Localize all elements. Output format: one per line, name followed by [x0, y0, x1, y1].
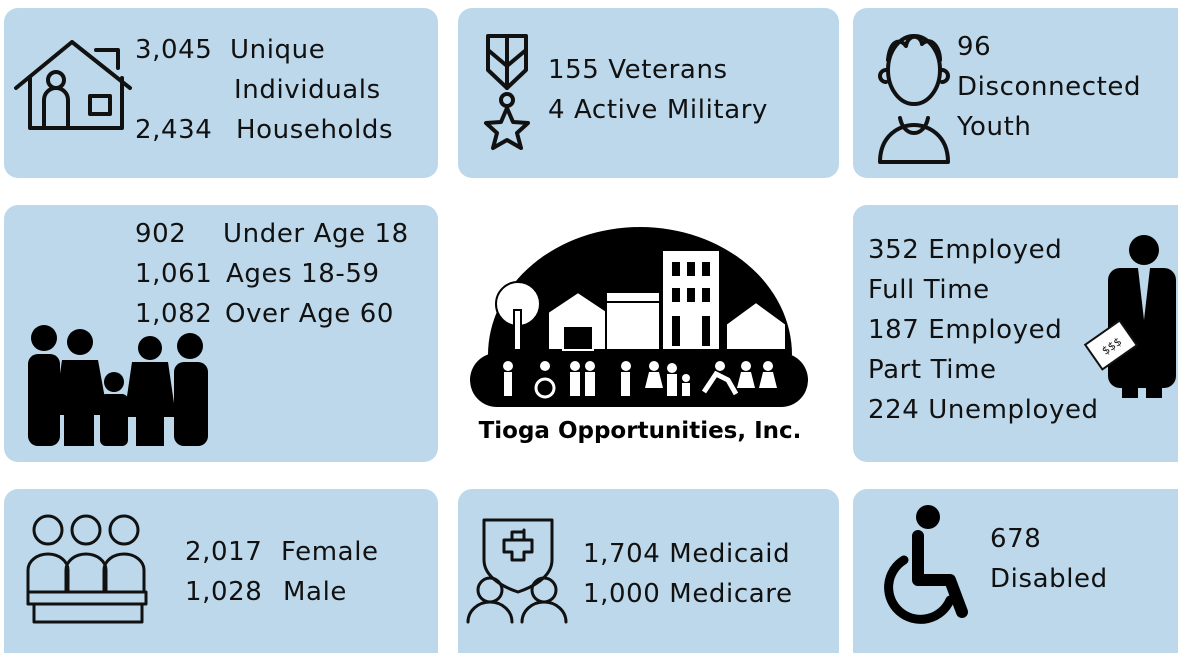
stat-label: Households	[236, 115, 393, 145]
house-icon	[14, 40, 132, 130]
stat-number: 2,017	[185, 537, 262, 567]
family-icon	[28, 325, 208, 446]
medal-icon	[484, 34, 530, 150]
stat-label: Male	[283, 577, 347, 607]
wheelchair-icon	[884, 505, 968, 624]
stat-number: 1,061	[135, 259, 212, 289]
youth-icon	[878, 34, 950, 164]
worker-icon	[1108, 235, 1176, 398]
card	[853, 205, 1178, 462]
stats-text: 3,045 Unique Individuals 2,434 Household…	[135, 32, 1141, 609]
logo: Tioga Opportunities, Inc.	[470, 227, 808, 444]
stat-label: 678	[990, 524, 1041, 554]
stat-number: 902	[135, 219, 186, 249]
stat-label: 96	[957, 32, 991, 62]
stat-label: Disconnected	[957, 72, 1141, 102]
stat-label: 4 Active Military	[548, 95, 768, 125]
stat-label: 155 Veterans	[548, 55, 728, 85]
stat-label: 352 Employed	[868, 235, 1062, 265]
stat-label: Female	[281, 537, 379, 567]
stat-label: Over Age 60	[225, 299, 394, 329]
card	[4, 489, 438, 653]
money-icon: $$$	[1083, 319, 1139, 371]
stat-label: 1,000 Medicare	[583, 579, 793, 609]
people-icon	[26, 514, 148, 624]
stat-number: 1,082	[135, 299, 212, 329]
card	[458, 8, 839, 178]
stat-label: Youth	[956, 112, 1032, 142]
stat-number: 1,028	[185, 577, 262, 607]
stat-label: Under Age 18	[223, 219, 409, 249]
stat-label: Individuals	[234, 75, 381, 105]
health-icon	[466, 518, 568, 624]
stat-label: Disabled	[990, 564, 1108, 594]
logo-name: Tioga Opportunities, Inc.	[479, 418, 802, 444]
stat-label: Full Time	[868, 275, 990, 305]
card	[458, 489, 839, 653]
stat-label: 187 Employed	[868, 315, 1062, 345]
stat-label: 1,704 Medicaid	[583, 539, 790, 569]
stat-number: 2,434	[135, 115, 212, 145]
stat-label: 224 Unemployed	[868, 395, 1099, 425]
stat-label: Ages 18-59	[226, 259, 380, 289]
stat-label: Unique	[230, 35, 325, 65]
stat-label: Part Time	[868, 355, 997, 385]
stat-number: 3,045	[135, 35, 212, 65]
